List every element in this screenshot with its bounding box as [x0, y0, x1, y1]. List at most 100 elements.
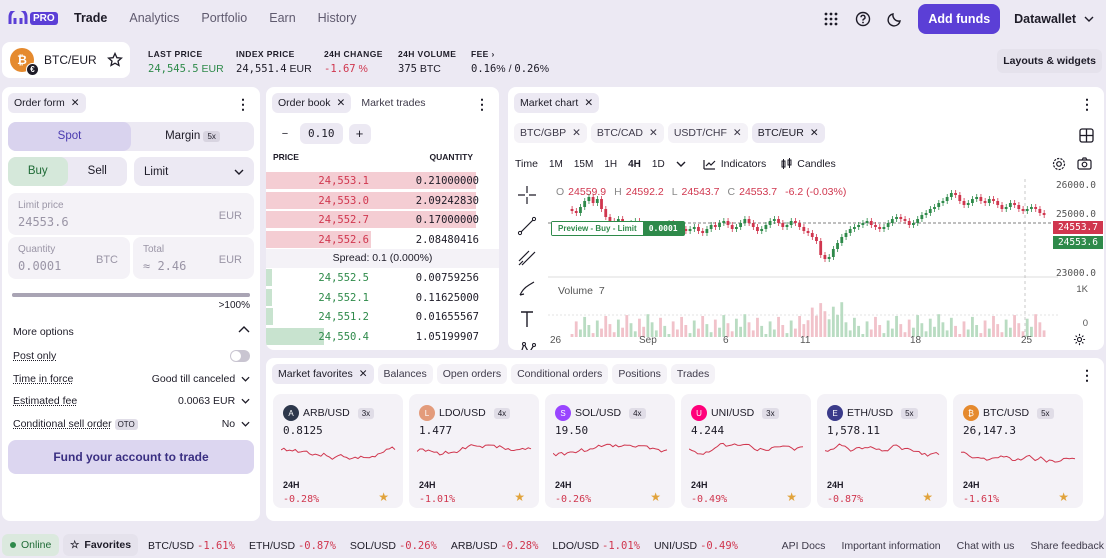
ask-row[interactable]: 24,552.7 0.17000000: [266, 210, 499, 229]
estimated-fee-value[interactable]: 0.0063 EUR: [178, 395, 250, 407]
kraken-pro-logo[interactable]: PRO: [8, 11, 58, 25]
close-icon[interactable]: ✕: [70, 97, 80, 109]
star-filled-icon[interactable]: ★: [378, 490, 389, 504]
ticker-item[interactable]: UNI/USD -0.49%: [653, 540, 738, 552]
chart-settings-icon[interactable]: [1073, 333, 1086, 349]
layout-grid-icon[interactable]: [1079, 128, 1094, 146]
crosshair-icon[interactable]: [517, 185, 537, 205]
price-chart[interactable]: [548, 179, 1058, 339]
camera-icon[interactable]: [1077, 157, 1092, 173]
star-filled-icon[interactable]: ★: [514, 490, 525, 504]
amount-slider[interactable]: [12, 293, 250, 297]
tab-conditional-orders[interactable]: Conditional orders: [511, 364, 609, 384]
close-icon[interactable]: ✕: [584, 97, 594, 109]
fib-tool-icon[interactable]: [517, 247, 537, 267]
sell-tab[interactable]: Sell: [87, 165, 107, 177]
interval-1m[interactable]: 1M: [548, 158, 563, 170]
limit-price-field[interactable]: Limit price 24553.6 EUR: [8, 193, 254, 235]
star-filled-icon[interactable]: ★: [922, 490, 933, 504]
candles-button[interactable]: Candles: [781, 158, 836, 170]
conditional-sell-select[interactable]: No: [222, 418, 250, 430]
order-type-select[interactable]: Limit: [134, 157, 254, 186]
tab-balances[interactable]: Balances: [377, 364, 433, 384]
chevron-down-icon[interactable]: [676, 161, 686, 167]
ask-row[interactable]: 24,553.0 2.09242830: [266, 191, 499, 210]
favorites-button[interactable]: ☆ Favorites: [63, 534, 139, 556]
help-icon[interactable]: [854, 10, 872, 28]
tab-positions[interactable]: Positions: [612, 364, 667, 384]
quantity-field[interactable]: Quantity 0.0001 BTC: [8, 237, 130, 279]
favorite-card-btc-usd[interactable]: ₿ BTC/USD 5x 26,147.3 24H -1.61% ★: [953, 394, 1083, 508]
favorite-card-uni-usd[interactable]: U UNI/USD 3x 4.244 24H -0.49% ★: [681, 394, 811, 508]
text-tool-icon[interactable]: [517, 309, 537, 329]
important-information-link[interactable]: Important information: [841, 540, 941, 552]
spot-tab[interactable]: Spot: [8, 122, 131, 151]
close-icon[interactable]: ✕: [336, 97, 346, 109]
ask-row[interactable]: 24,553.1 0.21000000: [266, 171, 499, 190]
star-filled-icon[interactable]: ★: [786, 490, 797, 504]
api-docs-link[interactable]: API Docs: [781, 540, 826, 552]
tab-market-trades[interactable]: Market trades: [361, 97, 426, 109]
tab-order-form[interactable]: Order form ✕: [8, 93, 86, 113]
post-only-toggle[interactable]: [230, 350, 250, 362]
star-outline-icon[interactable]: [106, 52, 123, 68]
apps-grid-icon[interactable]: [822, 10, 840, 28]
interval-4h[interactable]: 4H: [628, 158, 641, 170]
ask-row[interactable]: 24,552.6 2.08480416: [266, 230, 499, 249]
favorite-card-arb-usd[interactable]: A ARB/USD 3x 0.8125 24H -0.28% ★: [273, 394, 403, 508]
chart-tab-btc-gbp[interactable]: BTC/GBP ✕: [514, 123, 587, 143]
pattern-tool-icon[interactable]: [517, 340, 537, 350]
favorite-card-eth-usd[interactable]: E ETH/USD 5x 1,578.11 24H -0.87% ★: [817, 394, 947, 508]
nav-trade[interactable]: Trade: [74, 11, 108, 25]
favorite-card-ldo-usd[interactable]: L LDO/USD 4x 1.477 24H -1.01% ★: [409, 394, 539, 508]
step-increase-button[interactable]: +: [348, 123, 371, 144]
preview-order-tag[interactable]: Preview - Buy - Limit 0.0001: [551, 221, 685, 236]
ticker-item[interactable]: LDO/USD -1.01%: [552, 540, 640, 552]
close-icon[interactable]: ✕: [358, 368, 368, 380]
ticker-item[interactable]: SOL/USD -0.26%: [349, 540, 437, 552]
dark-mode-moon-icon[interactable]: [886, 10, 904, 28]
bid-row[interactable]: 24,551.2 0.01655567: [266, 307, 499, 326]
bid-row[interactable]: 24,552.1 0.11625000: [266, 288, 499, 307]
account-menu[interactable]: Datawallet: [1014, 12, 1094, 26]
interval-15m[interactable]: 15M: [573, 158, 594, 170]
more-menu-icon[interactable]: ⋮: [1080, 96, 1094, 112]
nav-analytics[interactable]: Analytics: [129, 11, 180, 25]
star-filled-icon[interactable]: ★: [650, 490, 661, 504]
time-in-force-select[interactable]: Good till canceled: [152, 373, 250, 385]
star-filled-icon[interactable]: ★: [1058, 490, 1069, 504]
stat-fee[interactable]: FEE › 0.16% / 0.26%: [471, 49, 550, 75]
pair-selector[interactable]: ₿ € BTC/EUR: [2, 42, 130, 78]
nav-history[interactable]: History: [317, 11, 357, 25]
ticker-item[interactable]: BTC/USD -1.61%: [148, 540, 235, 552]
more-options-toggle[interactable]: More options: [13, 326, 250, 338]
nav-earn[interactable]: Earn: [269, 11, 296, 25]
chart-tab-btc-eur[interactable]: BTC/EUR ✕: [751, 123, 825, 143]
chart-tab-usdt-chf[interactable]: USDT/CHF ✕: [667, 123, 748, 143]
tab-market-favorites[interactable]: Market favorites ✕: [272, 364, 374, 384]
favorite-card-sol-usd[interactable]: S SOL/USD 4x 19.50 24H -0.26% ★: [545, 394, 675, 508]
tab-market-chart[interactable]: Market chart ✕: [514, 93, 600, 113]
more-menu-icon[interactable]: ⋮: [236, 96, 250, 112]
tab-open-orders[interactable]: Open orders: [436, 364, 508, 384]
chat-with-us-link[interactable]: Chat with us: [956, 540, 1015, 552]
chart-settings-gear-icon[interactable]: [1052, 157, 1066, 174]
indicators-button[interactable]: Indicators: [703, 158, 766, 170]
ticker-item[interactable]: ETH/USD -0.87%: [248, 540, 336, 552]
bid-row[interactable]: 24,550.4 1.05199907: [266, 327, 499, 346]
total-field[interactable]: Total ≈ 2.46 EUR: [133, 237, 254, 279]
more-menu-icon[interactable]: ⋮: [1080, 367, 1094, 383]
brush-icon[interactable]: [517, 278, 537, 298]
buy-tab[interactable]: Buy: [8, 157, 68, 186]
interval-1h[interactable]: 1H: [604, 158, 618, 170]
tab-trades[interactable]: Trades: [670, 364, 716, 384]
fund-account-button[interactable]: Fund your account to trade: [8, 440, 254, 474]
nav-portfolio[interactable]: Portfolio: [201, 11, 248, 25]
add-funds-button[interactable]: Add funds: [918, 4, 1001, 34]
share-feedback-link[interactable]: Share feedback: [1030, 540, 1104, 552]
more-menu-icon[interactable]: ⋮: [475, 96, 489, 112]
ticker-item[interactable]: ARB/USD -0.28%: [450, 540, 539, 552]
interval-1d[interactable]: 1D: [651, 158, 665, 170]
layouts-widgets-button[interactable]: Layouts & widgets: [997, 49, 1102, 73]
step-decrease-button[interactable]: −: [281, 127, 289, 140]
